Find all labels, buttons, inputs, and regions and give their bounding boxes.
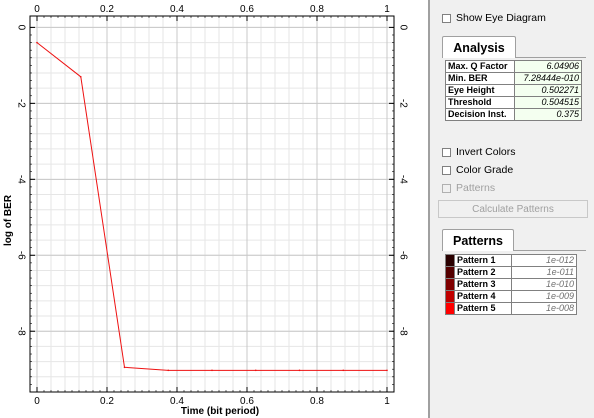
y-tick-label-left: -8 — [15, 327, 26, 336]
analysis-row-value: 0.502271 — [514, 84, 582, 97]
pattern-row[interactable]: Pattern 1 1e-012 — [445, 254, 577, 267]
patterns-checkbox[interactable]: Patterns — [442, 182, 495, 194]
x-tick-label-top: 1 — [384, 4, 390, 15]
show-eye-label: Show Eye Diagram — [456, 12, 546, 24]
color-grade-checkbox[interactable]: Color Grade — [442, 164, 513, 176]
plot-background — [30, 16, 394, 392]
tab-patterns[interactable]: Patterns — [442, 229, 514, 251]
ber-chart: 0 0 0.2 0.2 0.4 0.4 0.6 0.6 0.8 0.8 1 1 0 0 -2 -2 -4 -4 -6… — [15, 4, 408, 407]
pattern-row[interactable]: Pattern 5 1e-008 — [445, 302, 577, 315]
analysis-row-label: Decision Inst. — [445, 108, 515, 121]
pattern-row-value: 1e-012 — [511, 254, 577, 267]
x-tick-label-bottom: 0 — [34, 396, 40, 407]
analysis-row: Threshold 0.504515 — [445, 96, 582, 109]
pattern-color-swatch[interactable] — [445, 266, 455, 279]
pattern-row-value: 1e-010 — [511, 278, 577, 291]
y-tick-label-right: 0 — [397, 25, 408, 31]
pattern-row-value: 1e-008 — [511, 302, 577, 315]
analysis-row-label: Max. Q Factor — [445, 60, 515, 73]
tab-patterns-baseline — [514, 250, 586, 251]
invert-colors-checkbox-box[interactable] — [442, 147, 451, 157]
ber-data-point — [298, 369, 301, 372]
x-tick-label-bottom: 0.6 — [240, 396, 254, 407]
x-tick-label-top: 0 — [34, 4, 40, 15]
y-axis-label-box: log of BER — [0, 175, 18, 265]
analysis-row-label: Eye Height — [445, 84, 515, 97]
x-tick-label-top: 0.8 — [310, 4, 324, 15]
pattern-row-label: Pattern 4 — [454, 290, 512, 303]
tab-analysis-baseline — [516, 57, 586, 58]
pattern-row-value: 1e-009 — [511, 290, 577, 303]
x-tick-label-top: 0.2 — [100, 4, 114, 15]
pattern-color-swatch[interactable] — [445, 278, 455, 291]
analysis-table: Max. Q Factor 6.04906 Min. BER 7.28444e-010… — [445, 60, 582, 121]
x-tick-label-bottom: 0.2 — [100, 396, 114, 407]
x-tick-label-top: 0.4 — [170, 4, 184, 15]
x-tick-label-bottom: 1 — [384, 396, 390, 407]
analysis-row-value: 7.28444e-010 — [514, 72, 582, 85]
ber-data-point — [342, 369, 345, 372]
y-tick-label-left: -4 — [15, 175, 26, 184]
x-tick-label-bottom: 0.4 — [170, 396, 184, 407]
pattern-row-label: Pattern 5 — [454, 302, 512, 315]
pattern-color-swatch[interactable] — [445, 254, 455, 267]
tab-analysis-label: Analysis — [453, 40, 505, 55]
y-tick-label-right: -8 — [397, 327, 408, 336]
pattern-row-label: Pattern 2 — [454, 266, 512, 279]
pattern-row-value: 1e-011 — [511, 266, 577, 279]
patterns-checkbox-label: Patterns — [456, 182, 496, 194]
y-tick-label-left: 0 — [15, 25, 26, 31]
color-grade-checkbox-box[interactable] — [442, 165, 451, 175]
patterns-checkbox-box[interactable] — [442, 183, 451, 193]
pattern-row-label: Pattern 1 — [454, 254, 512, 267]
analysis-row: Min. BER 7.28444e-010 — [445, 72, 582, 85]
ber-data-point — [36, 41, 38, 44]
analysis-row-label: Threshold — [445, 96, 515, 109]
pattern-row-label: Pattern 3 — [454, 278, 512, 291]
tab-patterns-label: Patterns — [452, 233, 504, 248]
y-tick-label-right: -6 — [397, 251, 408, 260]
analysis-row: Eye Height 0.502271 — [445, 84, 582, 97]
analysis-row: Decision Inst. 0.375 — [445, 108, 582, 121]
ber-data-point — [123, 366, 126, 369]
analysis-row-label: Min. BER — [445, 72, 515, 85]
ber-data-point — [167, 369, 170, 372]
analysis-row: Max. Q Factor 6.04906 — [445, 60, 582, 73]
tab-analysis[interactable]: Analysis — [442, 36, 516, 58]
pattern-row[interactable]: Pattern 2 1e-011 — [445, 266, 577, 279]
pattern-row[interactable]: Pattern 3 1e-010 — [445, 278, 577, 291]
invert-colors-label: Invert Colors — [456, 146, 516, 158]
analysis-row-value: 0.504515 — [514, 96, 582, 109]
color-grade-label: Color Grade — [456, 164, 514, 176]
ber-data-point — [211, 369, 213, 372]
analysis-row-value: 6.04906 — [514, 60, 582, 73]
x-axis-label: Time (bit period) — [180, 406, 260, 417]
show-eye-checkbox-box[interactable] — [442, 13, 451, 23]
show-eye-diagram-checkbox[interactable]: Show Eye Diagram — [442, 12, 546, 24]
invert-colors-checkbox[interactable]: Invert Colors — [442, 146, 516, 158]
side-panel: Show Eye Diagram Analysis Max. Q Factor 6… — [428, 0, 594, 418]
y-tick-label-right: -4 — [397, 175, 408, 184]
ber-data-point — [386, 369, 388, 372]
ber-data-point — [254, 369, 257, 372]
x-tick-label-bottom: 0.8 — [310, 396, 324, 407]
y-tick-label-left: -2 — [15, 99, 26, 108]
pattern-row[interactable]: Pattern 4 1e-009 — [445, 290, 577, 303]
calculate-patterns-button[interactable]: Calculate Patterns — [438, 200, 588, 218]
plot-area[interactable]: 0 0 0.2 0.2 0.4 0.4 0.6 0.6 0.8 0.8 1 1 0 0 -2 -2 -4 -4 -6… — [0, 0, 430, 418]
pattern-color-swatch[interactable] — [445, 302, 455, 315]
ber-data-point — [79, 75, 82, 78]
y-tick-label-left: -6 — [15, 251, 26, 260]
y-tick-label-right: -2 — [397, 99, 408, 108]
pattern-color-swatch[interactable] — [445, 290, 455, 303]
y-axis-label: log of BER — [3, 194, 15, 246]
analysis-row-value: 0.375 — [514, 108, 582, 121]
x-tick-label-top: 0.6 — [240, 4, 254, 15]
